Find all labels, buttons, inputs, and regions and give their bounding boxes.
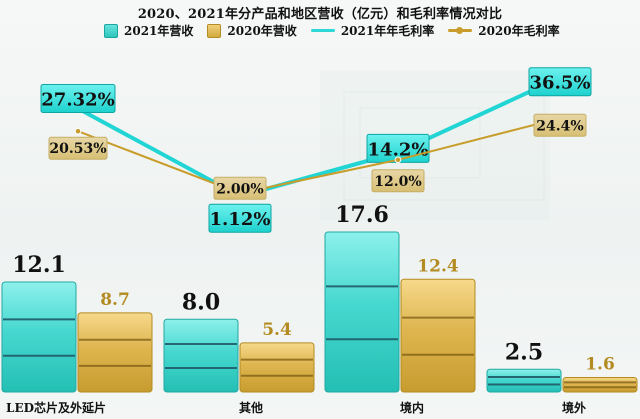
category-label-4: 境外 bbox=[562, 400, 586, 415]
bar-2020-1 bbox=[77, 312, 153, 393]
legend-item-2020-margin: 2020年毛利率 bbox=[448, 22, 560, 39]
legend-swatch-2021-revenue bbox=[104, 23, 118, 38]
line-series-2: 20.53% 2.00% 12.0% 24.4% bbox=[48, 113, 587, 200]
legend-item-2021-revenue: 2021年营收 bbox=[104, 22, 193, 39]
legend-label-2021-margin: 2021年年毛利率 bbox=[340, 24, 435, 38]
line-path-2 bbox=[77, 117, 561, 195]
line-label-2-2: 2.00% bbox=[216, 181, 263, 197]
bar-label-2020-3: 12.4 bbox=[417, 256, 459, 276]
bar-2020-2 bbox=[239, 342, 315, 393]
legend-swatch-2020-revenue bbox=[207, 23, 222, 38]
bar-label-2021-3: 17.6 bbox=[335, 202, 389, 228]
line-label-2-4: 24.4% bbox=[536, 118, 583, 134]
bar-group-2: 8.0 5.4 其他 bbox=[163, 289, 315, 415]
line-point-2-3 bbox=[394, 156, 402, 164]
legend-label-2020-margin: 2020年毛利率 bbox=[478, 24, 560, 38]
legend-label-2021-revenue: 2021年营收 bbox=[124, 24, 194, 38]
line-label-box-1-1 bbox=[40, 83, 116, 113]
line-label-box-2-3 bbox=[371, 169, 425, 193]
bar-2021-1 bbox=[1, 281, 77, 393]
bar-group-4: 2.5 1.6 境外 bbox=[486, 339, 638, 415]
bar-group-1: 12.1 8.7 LED芯片及外延片 bbox=[1, 252, 153, 415]
line-series-1: 27.32%1.12%14.2%36.5% bbox=[40, 67, 592, 233]
line-label-box-2-2 bbox=[213, 176, 267, 200]
category-label-2: 其他 bbox=[239, 400, 263, 415]
legend-item-2020-revenue: 2020年营收 bbox=[207, 22, 297, 39]
plot-layer: 12.1 8.7 LED芯片及外延片 8.0 5.4 其他 17.6 12.4 境内 2.5 1.6… bbox=[1, 67, 638, 415]
line-label-box-2-1 bbox=[48, 136, 108, 160]
line-label-1-2: 1.12% bbox=[210, 209, 271, 230]
background-decoration bbox=[320, 70, 550, 220]
bar-2021-4 bbox=[486, 368, 562, 393]
bar-label-2021-1: 12.1 bbox=[12, 252, 66, 278]
bar-label-2020-1: 8.7 bbox=[100, 290, 130, 310]
line-label-1-1: 27.32% bbox=[41, 89, 114, 110]
legend-swatch-2020-margin bbox=[448, 27, 473, 34]
line-label-1-4: 36.5% bbox=[530, 73, 591, 94]
bar-2020-4 bbox=[562, 376, 638, 393]
bar-group-3: 17.6 12.4 境内 bbox=[324, 202, 476, 415]
line-point-2-1 bbox=[74, 127, 82, 135]
line-label-box-1-2 bbox=[208, 203, 272, 233]
line-label-box-1-4 bbox=[528, 67, 592, 97]
line-label-2-3: 12.0% bbox=[374, 174, 421, 190]
line-label-box-2-4 bbox=[533, 113, 587, 137]
legend-item-2021-margin: 2021年年毛利率 bbox=[310, 22, 435, 39]
bar-label-2021-2: 8.0 bbox=[182, 289, 220, 315]
bar-2020-3 bbox=[400, 278, 476, 393]
bar-label-2021-4: 2.5 bbox=[505, 339, 543, 365]
bar-2021-3 bbox=[324, 231, 400, 393]
category-label-3: 境内 bbox=[400, 400, 424, 415]
bar-2021-2 bbox=[163, 318, 239, 393]
line-path-1 bbox=[76, 75, 562, 199]
legend-swatch-2021-margin bbox=[310, 29, 335, 32]
legend-label-2020-revenue: 2020年营收 bbox=[227, 24, 297, 38]
line-label-2-1: 20.53% bbox=[49, 141, 106, 157]
chart-legend: 2021年营收 2020年营收 2021年年毛利率 2020年毛利率 bbox=[104, 22, 560, 39]
bar-label-2020-4: 1.6 bbox=[585, 354, 615, 374]
chart-title: 2020、2021年分产品和地区营收（亿元）和毛利率情况对比 bbox=[137, 7, 503, 22]
bar-label-2020-2: 5.4 bbox=[262, 320, 292, 340]
category-label-1: LED芯片及外延片 bbox=[6, 400, 106, 415]
